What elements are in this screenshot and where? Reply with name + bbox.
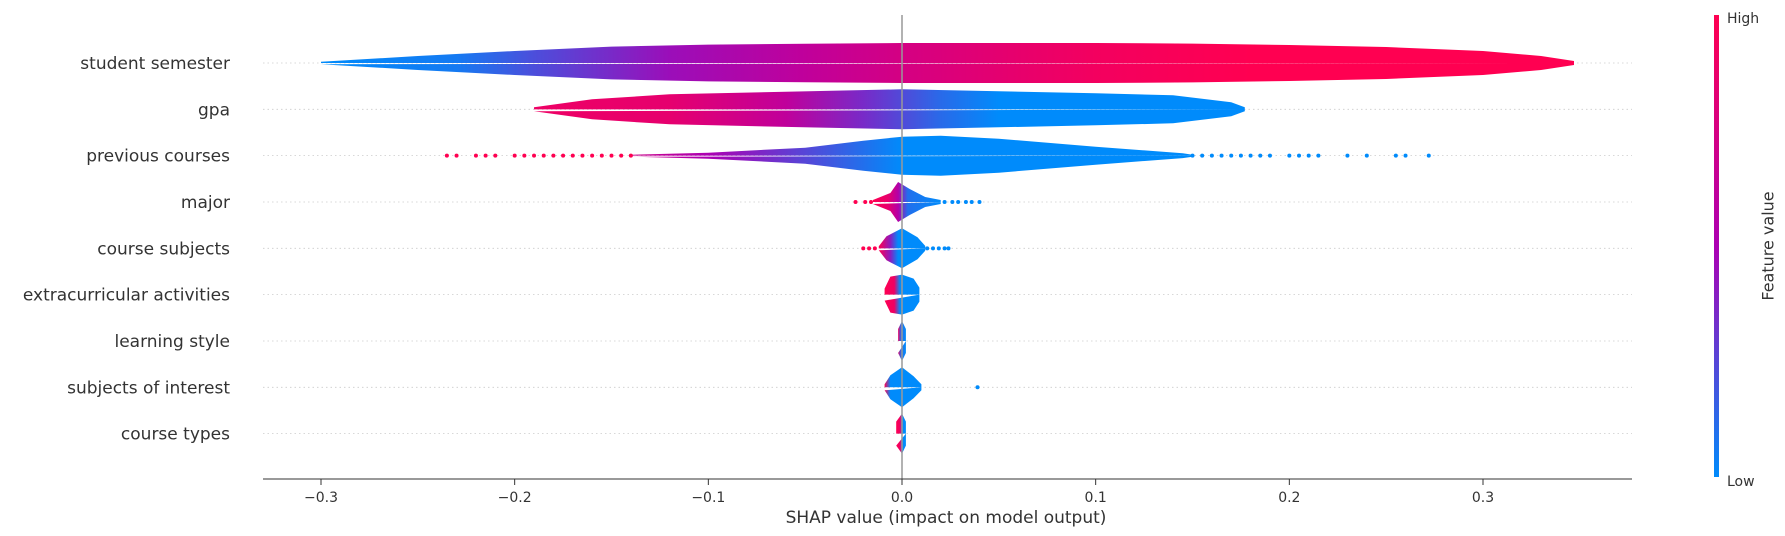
data-point [512,153,517,158]
feature-label: subjects of interest [67,378,230,398]
data-point [1364,153,1369,158]
data-point [551,153,556,158]
feature-label: course types [121,425,230,445]
violins [320,43,1575,454]
data-point [1200,153,1205,158]
data-point [1258,153,1263,158]
feature-label: gpa [198,100,230,120]
colorbar: High Low Feature value [1714,11,1778,490]
data-point [1248,153,1253,158]
violin-shape [898,321,906,361]
feature-label: extracurricular activities [23,286,230,306]
data-point [853,199,858,204]
data-point [1238,153,1243,158]
data-point [1426,153,1431,158]
data-point [493,153,498,158]
data-point [1219,153,1224,158]
colorbar-high-label: High [1727,11,1759,27]
data-point [599,153,604,158]
feature-label: major [181,193,230,213]
data-point [975,385,980,390]
data-point [444,153,449,158]
violin-shape [896,413,906,454]
violin-shape [320,43,1575,83]
data-point [977,199,982,204]
data-point [590,153,595,158]
violin-shape [884,367,922,408]
data-point [473,153,478,158]
data-point [483,153,488,158]
data-point [570,153,575,158]
violin-shape [872,182,941,222]
data-point [1306,153,1311,158]
outlier-points [444,153,1431,390]
colorbar-title: Feature value [1759,191,1778,300]
x-axis-title: SHAP value (impact on model output) [786,508,1107,528]
data-point [454,153,459,158]
data-point [963,199,968,204]
feature-label: course subjects [97,239,230,259]
x-tick-label: −0.1 [691,490,725,506]
data-point [609,153,614,158]
feature-label: previous courses [86,147,230,167]
data-point [628,153,633,158]
x-axis: −0.3 −0.2 −0.1 0.0 0.1 0.2 0.3 SHAP value (imp… [263,478,1632,528]
data-point [936,246,941,251]
data-point [580,153,585,158]
x-tick-label: 0.2 [1278,490,1300,506]
data-point [619,153,624,158]
data-point [1209,153,1214,158]
feature-labels: student semester gpa previous courses major… [23,54,230,445]
data-point [561,153,566,158]
colorbar-low-label: Low [1727,474,1755,490]
data-point [1345,153,1350,158]
data-point [532,153,537,158]
data-point [1267,153,1272,158]
data-point [861,246,866,251]
data-point [1297,153,1302,158]
feature-label: learning style [114,332,230,352]
data-point [1403,153,1408,158]
data-point [930,246,935,251]
data-point [946,246,951,251]
data-point [869,199,874,204]
data-point [867,246,872,251]
data-point [969,199,974,204]
x-tick-label: −0.2 [498,490,532,506]
data-point [956,199,961,204]
x-tick-label: 0.1 [1085,490,1107,506]
data-point [863,199,868,204]
data-point [1393,153,1398,158]
feature-label: student semester [80,54,230,74]
data-point [1287,153,1292,158]
x-tick-label: 0.0 [891,490,913,506]
data-point [942,246,947,251]
data-point [942,199,947,204]
x-tick-label: 0.3 [1472,490,1494,506]
violin-shape [630,135,1193,176]
data-point [872,246,877,251]
colorbar-gradient [1714,15,1719,477]
data-point [1316,153,1321,158]
data-point [541,153,546,158]
data-point [522,153,527,158]
data-point [1229,153,1234,158]
violin-shape [534,89,1245,130]
data-point [1190,153,1195,158]
data-point [925,246,930,251]
data-point [950,199,955,204]
x-tick-label: −0.3 [304,490,338,506]
x-axis-ticks: −0.3 −0.2 −0.1 0.0 0.1 0.2 0.3 [304,479,1494,506]
